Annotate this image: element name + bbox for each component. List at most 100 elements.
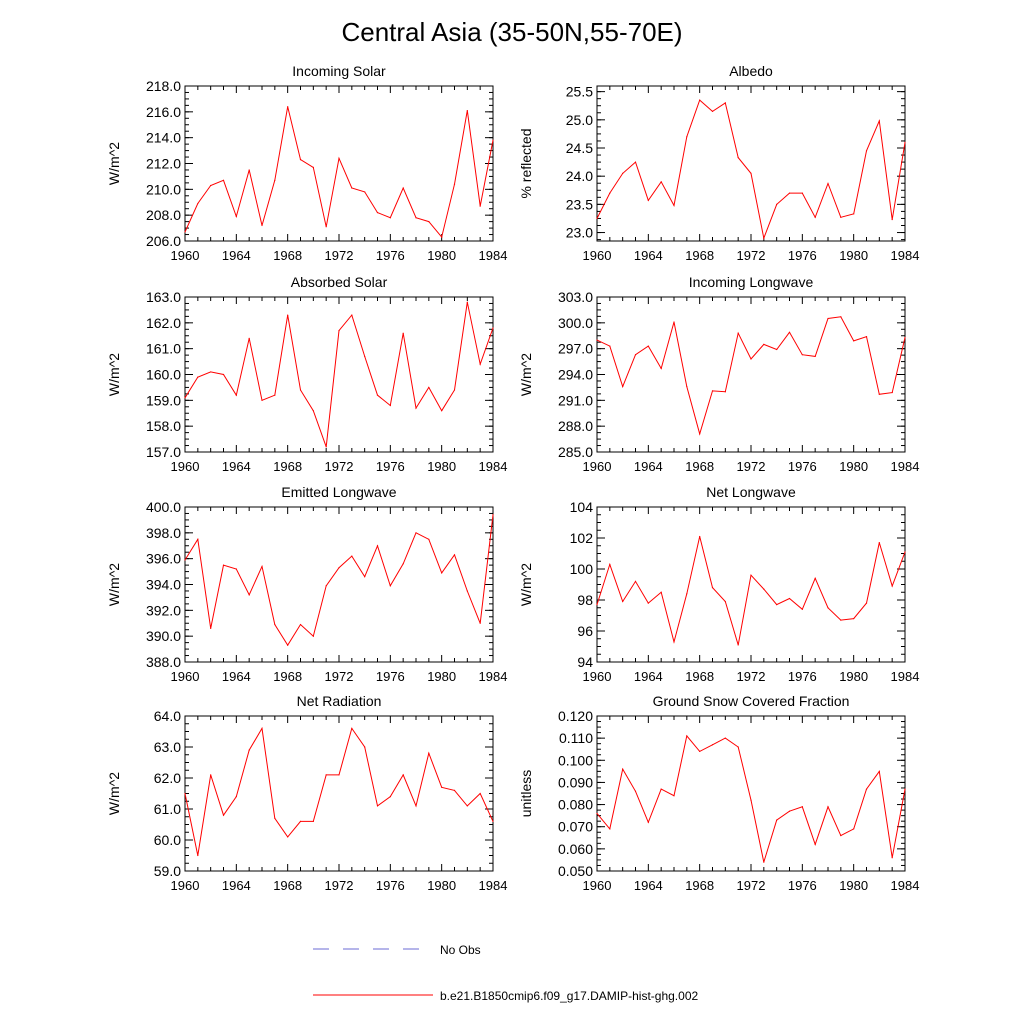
y-axis-label: W/m^2 [106,142,122,185]
y-tick-label: 297.0 [558,341,593,357]
x-tick-label: 1972 [737,878,766,893]
y-axis-label: W/m^2 [106,772,122,815]
x-tick-label: 1984 [891,878,920,893]
data-point [415,532,417,534]
data-point [878,542,880,544]
legend-model-label: b.e21.B1850cmip6.f09_g17.DAMIP-hist-ghg.… [440,989,698,1003]
y-tick-label: 163.0 [146,289,181,305]
data-point [827,607,829,609]
x-tick-label: 1964 [222,248,251,263]
data-point [287,106,289,108]
x-tick-label: 1964 [222,669,251,684]
data-point [891,585,893,587]
panel-title: Incoming Longwave [689,274,814,290]
data-point [441,236,443,238]
data-point [197,854,199,857]
y-tick-label: 25.5 [566,84,593,100]
data-point [376,805,379,807]
panel-title: Absorbed Solar [291,274,388,290]
y-tick-label: 0.110 [559,730,593,746]
panel-title: Emitted Longwave [281,484,396,500]
data-point [904,336,906,339]
data-point [801,806,803,808]
y-tick-label: 214.0 [146,130,181,146]
data-point [853,828,855,830]
y-tick-label: 0.070 [558,819,593,835]
x-tick-label: 1972 [325,459,354,474]
data-point [750,574,752,576]
series-line [184,514,494,647]
data-point [287,314,289,316]
panel-title: Ground Snow Covered Fraction [653,693,850,709]
x-tick-label: 1972 [325,878,354,893]
x-tick-label: 1980 [427,248,456,263]
x-tick-label: 1976 [376,248,405,263]
x-tick-label: 1968 [685,878,714,893]
data-point [492,820,494,823]
y-axis-label: W/m^2 [106,563,122,606]
y-tick-label: 23.0 [566,225,593,241]
data-point [222,179,225,181]
panel-net-longwave: 1960 1964 1968 1972 1976 1980 1984 94 96 98 100 102… [518,484,919,684]
data-point [647,345,649,347]
data-point [325,226,327,228]
panel-title: Albedo [729,63,773,79]
data-point [261,727,263,730]
data-point [853,618,855,620]
y-tick-label: 390.0 [146,628,181,644]
data-point [261,565,263,568]
data-point [351,314,353,316]
panels: 1960 1964 1968 1972 1976 1980 1984 206.0 208.0 21… [106,63,919,893]
x-tick-label: 1984 [891,459,920,474]
y-tick-label: 216.0 [146,104,181,120]
data-point [622,768,624,770]
data-point [235,215,237,218]
x-tick-label: 1976 [788,878,817,893]
data-point [711,744,714,746]
x-tick-label: 1968 [685,669,714,684]
data-point [389,217,391,219]
x-tick-label: 1972 [737,669,766,684]
plot-frame [596,715,906,872]
y-tick-label: 64.0 [154,708,181,724]
data-point [724,737,726,739]
data-point [814,216,816,218]
data-point [673,321,675,323]
y-tick-label: 98 [577,592,593,608]
data-point [673,641,675,643]
data-point [647,199,649,202]
data-point [376,211,379,214]
data-point [274,623,276,626]
data-point [338,157,340,159]
x-tick-label: 1968 [685,248,714,263]
data-point [312,410,314,412]
panel-incoming-solar: 1960 1964 1968 1972 1976 1980 1984 206.0 208.0 21… [106,63,507,263]
data-point [466,301,468,303]
x-tick-label: 1980 [839,669,868,684]
y-tick-label: 291.0 [558,392,593,408]
x-tick-label: 1984 [479,878,508,893]
x-tick-label: 1976 [788,248,817,263]
data-point [351,555,353,557]
x-tick-label: 1968 [273,248,302,263]
x-tick-label: 1968 [685,459,714,474]
data-point [699,433,701,435]
x-tick-label: 1960 [583,669,612,684]
series-line [184,106,494,239]
x-tick-label: 1984 [479,459,508,474]
data-point [686,593,688,595]
data-point [351,727,353,730]
y-tick-label: 0.060 [558,841,593,857]
y-tick-label: 210.0 [146,181,181,197]
data-point [479,622,481,624]
data-point [711,587,714,589]
data-point [660,367,662,370]
data-point [364,191,366,193]
x-tick-label: 1980 [427,669,456,684]
y-tick-label: 157.0 [146,444,181,460]
x-tick-label: 1984 [479,248,508,263]
data-point [184,397,186,399]
x-tick-label: 1960 [171,669,200,684]
x-tick-label: 1964 [634,459,663,474]
panel-absorbed-solar: 1960 1964 1968 1972 1976 1980 1984 157.0 158.0 15… [106,274,507,474]
